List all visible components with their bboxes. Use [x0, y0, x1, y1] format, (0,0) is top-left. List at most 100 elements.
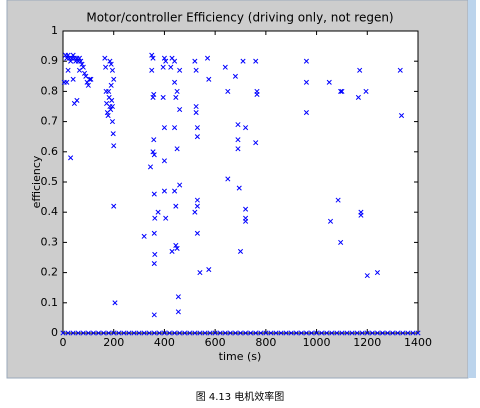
marker — [243, 125, 249, 131]
marker — [108, 106, 114, 113]
marker — [235, 146, 241, 152]
marker — [90, 330, 96, 336]
marker — [174, 245, 180, 251]
marker — [194, 125, 200, 131]
marker — [192, 330, 198, 336]
marker — [126, 330, 132, 336]
marker — [163, 58, 169, 64]
marker — [155, 209, 161, 215]
marker — [319, 330, 325, 336]
marker — [163, 215, 169, 221]
marker — [268, 330, 274, 336]
marker — [151, 312, 157, 318]
marker — [87, 76, 93, 82]
marker — [80, 64, 86, 70]
marker — [206, 267, 212, 273]
marker — [150, 149, 156, 155]
marker — [160, 64, 166, 70]
marker — [358, 212, 364, 218]
marker — [166, 330, 173, 336]
marker — [326, 79, 332, 85]
marker — [106, 330, 112, 336]
marker — [174, 88, 180, 94]
marker — [173, 94, 179, 100]
marker — [390, 330, 396, 336]
marker — [65, 330, 71, 336]
marker — [308, 330, 315, 336]
marker — [253, 140, 259, 146]
marker — [329, 330, 335, 336]
marker — [79, 61, 85, 67]
marker — [70, 330, 76, 336]
marker — [74, 97, 80, 104]
marker — [314, 330, 320, 336]
marker — [111, 76, 117, 82]
axes-box — [62, 30, 419, 334]
marker — [248, 330, 254, 336]
marker — [197, 270, 203, 276]
marker — [222, 330, 228, 336]
marker — [357, 67, 363, 73]
marker — [379, 330, 386, 336]
marker — [194, 134, 200, 140]
marker — [174, 146, 180, 152]
marker — [177, 67, 183, 73]
marker — [141, 330, 147, 336]
marker — [369, 330, 375, 336]
marker — [85, 330, 91, 336]
marker — [222, 64, 228, 70]
marker — [227, 330, 233, 336]
marker — [173, 242, 179, 248]
y-tick-label: 0.2 — [41, 266, 59, 279]
marker — [109, 67, 115, 73]
marker — [225, 176, 231, 182]
marker — [88, 76, 94, 82]
x-tick-label: 800 — [255, 336, 276, 349]
marker — [64, 79, 70, 85]
marker — [187, 330, 193, 336]
y-tick-label: 0.1 — [41, 296, 59, 309]
marker — [197, 330, 203, 336]
marker — [217, 330, 223, 336]
marker — [207, 330, 213, 336]
marker — [237, 248, 244, 255]
marker — [204, 55, 211, 61]
marker — [334, 330, 340, 336]
marker — [225, 88, 231, 94]
marker — [78, 58, 84, 64]
marker — [339, 330, 345, 336]
marker — [243, 218, 249, 224]
marker — [172, 125, 178, 131]
marker — [102, 55, 108, 61]
marker — [82, 70, 88, 76]
marker — [152, 215, 158, 221]
marker — [278, 330, 284, 336]
marker — [85, 82, 91, 88]
y-tick-label: 0.3 — [41, 235, 59, 248]
marker — [60, 330, 66, 336]
marker — [192, 209, 198, 215]
marker — [193, 67, 199, 73]
marker — [232, 330, 238, 336]
marker — [243, 206, 249, 212]
marker — [303, 330, 309, 336]
marker — [359, 330, 365, 336]
marker — [263, 330, 269, 336]
marker — [109, 103, 115, 110]
marker — [68, 155, 74, 161]
marker — [107, 58, 113, 64]
marker — [146, 330, 152, 336]
x-tick-label: 600 — [205, 336, 226, 349]
marker — [303, 58, 309, 64]
y-tick-label: 0.6 — [41, 145, 59, 158]
marker — [349, 330, 355, 336]
marker — [149, 67, 155, 73]
marker — [397, 67, 403, 73]
marker — [147, 164, 154, 170]
marker — [273, 330, 279, 336]
marker — [151, 137, 157, 143]
marker — [169, 248, 175, 255]
marker — [258, 330, 264, 336]
x-tick-label: 1400 — [404, 336, 432, 349]
marker — [106, 88, 112, 94]
